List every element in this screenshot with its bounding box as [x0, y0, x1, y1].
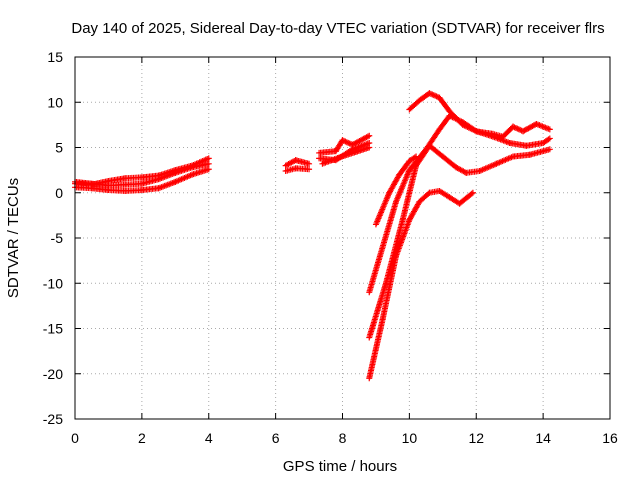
- grid-lines: [75, 57, 610, 419]
- x-tick-label: 10: [402, 430, 418, 446]
- y-axis-label: SDTVAR / TECUs: [5, 178, 22, 298]
- data-point: [366, 132, 373, 139]
- data-point: [413, 153, 420, 160]
- y-tick-label: 10: [47, 94, 63, 110]
- y-tick-label: -10: [43, 275, 63, 291]
- data-point: [205, 160, 212, 167]
- x-tick-label: 2: [138, 430, 146, 446]
- y-tick-label: 15: [47, 49, 63, 65]
- x-tick-label: 12: [468, 430, 484, 446]
- x-tick-label: 14: [535, 430, 551, 446]
- y-tick-label: -20: [43, 366, 63, 382]
- data-point: [546, 135, 553, 142]
- data-point: [469, 189, 476, 196]
- data-point: [205, 166, 212, 173]
- axis-ticks: 0 2 4 6 8 10 12 14 16 -25 -20 -15 -10 -5 0 5 10 15: [43, 49, 618, 446]
- data-point: [364, 133, 371, 140]
- y-tick-label: 0: [55, 185, 63, 201]
- chart-title: Day 140 of 2025, Sidereal Day-to-day VTE…: [71, 20, 604, 37]
- y-tick-label: -15: [43, 321, 63, 337]
- x-tick-label: 4: [205, 430, 213, 446]
- x-tick-label: 0: [71, 430, 79, 446]
- y-tick-label: -5: [51, 230, 64, 246]
- data-point: [468, 190, 475, 197]
- x-tick-label: 16: [602, 430, 618, 446]
- data-point: [205, 155, 212, 162]
- data-point: [545, 136, 552, 143]
- x-axis-label: GPS time / hours: [283, 458, 397, 475]
- data-points: [72, 90, 553, 382]
- data-point: [546, 126, 553, 133]
- data-point: [306, 160, 313, 167]
- data-point: [366, 144, 373, 151]
- x-tick-label: 8: [339, 430, 347, 446]
- data-point: [411, 154, 418, 161]
- y-tick-label: 5: [55, 140, 63, 156]
- y-tick-label: -25: [43, 411, 63, 427]
- x-tick-label: 6: [272, 430, 280, 446]
- data-point: [306, 166, 313, 173]
- data-point: [546, 146, 553, 153]
